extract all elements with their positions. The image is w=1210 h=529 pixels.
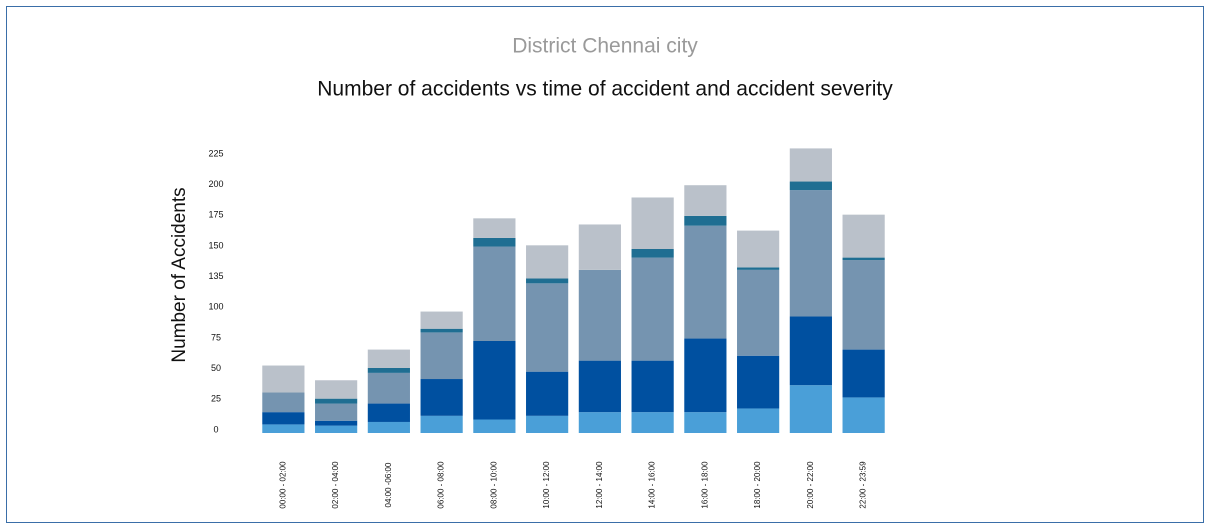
- x-tick-label: 20:00 - 22:00: [806, 461, 815, 509]
- bar-segment: [737, 269, 780, 356]
- bar-segment: [473, 419, 516, 433]
- bar-segment: [367, 349, 410, 368]
- y-tick-label: 50: [211, 363, 221, 373]
- bar-segment: [367, 367, 410, 373]
- bar-segment: [578, 269, 621, 361]
- y-tick-label: 135: [208, 271, 223, 281]
- x-tick-label: 22:00 - 23:59: [859, 461, 868, 509]
- bar-segment: [789, 316, 832, 386]
- bar-segment: [684, 412, 727, 433]
- y-tick-label: 25: [211, 394, 221, 404]
- bar-segment: [262, 392, 305, 413]
- bar-segment: [526, 415, 569, 433]
- bar-segment: [420, 328, 463, 333]
- bar-segment: [737, 267, 780, 270]
- bar-segment: [684, 225, 727, 339]
- bar-segment: [367, 372, 410, 404]
- bar-segment: [789, 181, 832, 191]
- chart-title: District Chennai city: [512, 35, 698, 58]
- bar-segment: [367, 403, 410, 422]
- bar-segment: [789, 148, 832, 182]
- bar-segment: [842, 214, 885, 258]
- bar-segment: [842, 257, 885, 261]
- y-tick-label: 0: [213, 424, 218, 434]
- bar-segment: [578, 224, 621, 270]
- bar-segment: [684, 185, 727, 216]
- bar-segment: [631, 257, 674, 361]
- bar-segment: [737, 230, 780, 268]
- bar-segment: [842, 397, 885, 433]
- bar-segment: [789, 190, 832, 317]
- bar-segment: [420, 415, 463, 433]
- bar-segment: [631, 360, 674, 413]
- bar-segment: [473, 341, 516, 420]
- y-tick-label: 100: [208, 302, 223, 312]
- bar-segment: [631, 197, 674, 249]
- bar-segment: [631, 249, 674, 258]
- bar-segment: [262, 365, 305, 393]
- bar-segment: [684, 215, 727, 226]
- chart-subtitle: Number of accidents vs time of accident …: [317, 78, 893, 101]
- bar-segment: [789, 385, 832, 433]
- bar-segment: [684, 338, 727, 413]
- bar-segment: [315, 403, 358, 421]
- x-tick-label: 04:00 -06:00: [384, 462, 393, 507]
- bar-segment: [315, 398, 358, 404]
- y-tick-label: 150: [208, 240, 223, 250]
- y-tick-label: 200: [208, 179, 223, 189]
- x-tick-label: 12:00 - 14:00: [595, 461, 604, 509]
- bar-segment: [631, 412, 674, 433]
- bar-segment: [737, 355, 780, 409]
- bar-segment: [842, 349, 885, 398]
- bar-segment: [420, 332, 463, 380]
- x-tick-label: 18:00 - 20:00: [753, 461, 762, 509]
- x-tick-label: 06:00 - 08:00: [437, 461, 446, 509]
- x-tick-label: 08:00 - 10:00: [489, 461, 498, 509]
- bar-segment: [526, 283, 569, 372]
- bar-segment: [367, 421, 410, 433]
- x-tick-label: 10:00 - 12:00: [542, 461, 551, 509]
- bar-segment: [737, 408, 780, 433]
- bar-segment: [262, 412, 305, 425]
- y-tick-label: 75: [211, 332, 221, 342]
- bar-segment: [315, 420, 358, 426]
- y-tick-label: 175: [208, 210, 223, 220]
- bar-segment: [473, 237, 516, 247]
- x-tick-label: 14:00 - 16:00: [648, 461, 657, 509]
- bar-segment: [473, 246, 516, 341]
- x-tick-label: 16:00 - 18:00: [700, 461, 709, 509]
- y-axis-label: Number of Accidents: [169, 187, 190, 362]
- x-tick-label: 02:00 - 04:00: [331, 461, 340, 509]
- bar-segment: [578, 360, 621, 413]
- bar-segment: [420, 311, 463, 329]
- bar-segment: [526, 371, 569, 416]
- x-tick-label: 00:00 - 02:00: [278, 461, 287, 509]
- bar-segment: [315, 425, 358, 433]
- bar-segment: [420, 379, 463, 416]
- bar-segment: [578, 412, 621, 433]
- bar-segment: [842, 260, 885, 350]
- y-tick-label: 225: [208, 148, 223, 158]
- bar-segment: [315, 380, 358, 399]
- bar-segment: [526, 245, 569, 279]
- bar-segment: [473, 218, 516, 238]
- bar-segment: [526, 278, 569, 284]
- bar-segment: [262, 424, 305, 433]
